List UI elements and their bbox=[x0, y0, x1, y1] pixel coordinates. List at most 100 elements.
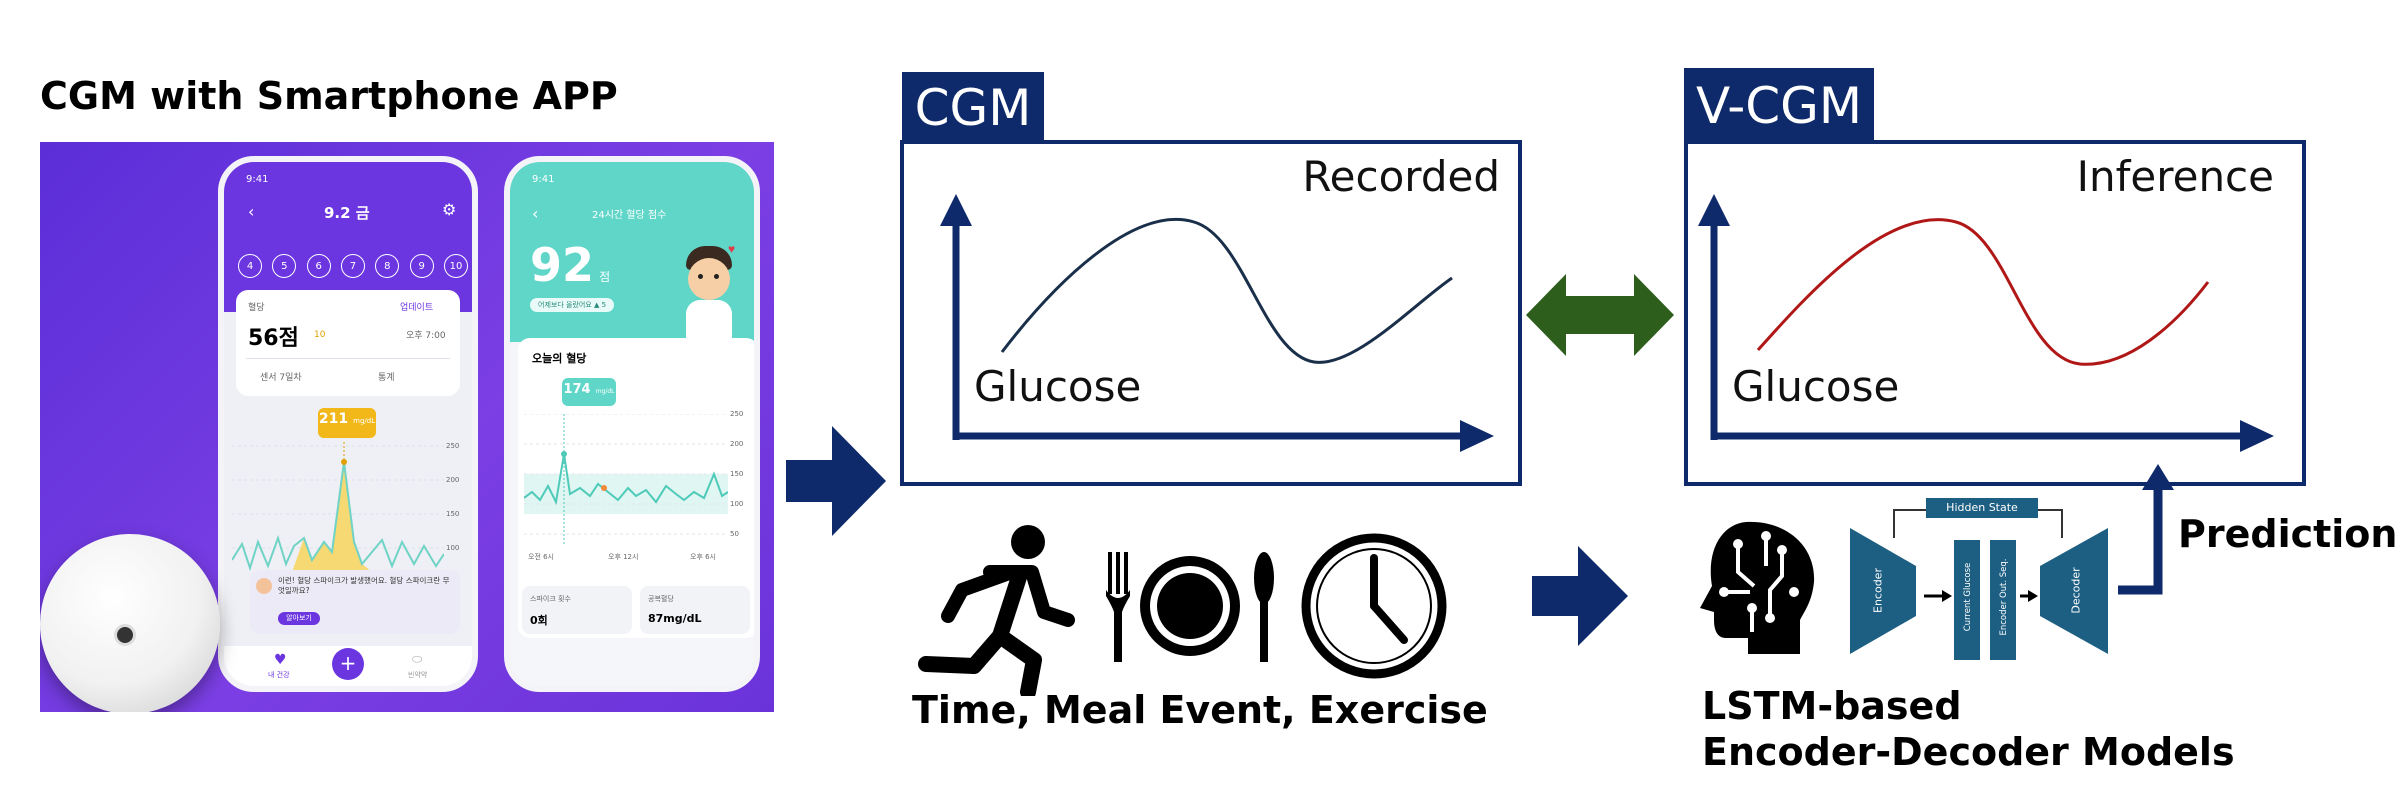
encoder-block bbox=[1850, 528, 1916, 654]
recorded-label: Recorded bbox=[1302, 152, 1500, 201]
today-glucose-card: 오늘의 혈당 174 mg/dL 250 200 150 100 50 bbox=[518, 338, 754, 638]
phone1-back-icon[interactable]: ‹ bbox=[248, 202, 255, 221]
score-badge: 어제보다 올랐어요 ▲ 5 bbox=[530, 298, 615, 312]
day-selector: 4 5 6 7 8 9 10 bbox=[238, 254, 468, 278]
y-tick: 100 bbox=[446, 544, 460, 552]
glucose-mini-chart bbox=[232, 442, 444, 572]
cgm-plot bbox=[940, 194, 1494, 452]
add-button[interactable]: + bbox=[332, 648, 364, 680]
cgm-tab: CGM bbox=[902, 72, 1044, 144]
y-tick: 250 bbox=[446, 442, 460, 450]
recorded-curve bbox=[1000, 218, 1453, 364]
day-item[interactable]: 10 bbox=[443, 254, 468, 278]
vcgm-panel: Inference Glucose bbox=[1684, 140, 2306, 486]
brain-circuit-icon bbox=[1700, 521, 1815, 654]
encoder-label: Encoder bbox=[1871, 568, 1885, 613]
pill-icon[interactable]: ⬭ bbox=[412, 652, 423, 666]
cartoon-avatar: ♥ bbox=[678, 242, 738, 338]
vcgm-tab: V-CGM bbox=[1684, 68, 1874, 144]
clock-icon bbox=[1301, 533, 1447, 679]
phone-1: 9:41 ‹ 9.2 금 ⚙ 4 5 6 7 8 9 10 혈당 업데이트 56… bbox=[218, 156, 478, 692]
inference-curve bbox=[1756, 218, 2210, 366]
phone-2: 9:41 ‹ 24시간 혈당 점수 92 점 어제보다 올랐어요 ▲ 5 ♥ 오… bbox=[504, 156, 760, 692]
avatar bbox=[256, 578, 272, 594]
nav-pill[interactable]: 빈약약 bbox=[408, 671, 428, 679]
stat-value: 87mg/dL bbox=[648, 612, 702, 625]
vcgm-plot bbox=[1698, 194, 2274, 452]
spike-alert-card: 이런! 혈당 스파이크가 발생했어요. 혈당 스파이크란 무엇일까요? 알아보기 bbox=[250, 570, 460, 634]
score-delta: 10 bbox=[314, 330, 326, 340]
day-item[interactable]: 8 bbox=[375, 254, 400, 278]
model-caption-line1: LSTM-based bbox=[1702, 684, 1962, 728]
stat-label: 스파이크 횟수 bbox=[530, 595, 571, 603]
stat-card-fasting: 공복혈당 87mg/dL bbox=[640, 586, 750, 634]
arrow-to-model bbox=[1532, 546, 1628, 646]
glucose-axis-label: Glucose bbox=[974, 362, 1142, 411]
runner-icon bbox=[918, 525, 1075, 696]
nav-home[interactable]: 내 건강 bbox=[268, 671, 290, 679]
stat-value: 0회 bbox=[530, 614, 548, 627]
heart-icon[interactable]: ♥ bbox=[274, 652, 287, 668]
inference-label: Inference bbox=[2076, 152, 2274, 201]
encoder-decoder-diagram: Hidden State Encoder Current Glucose Enc… bbox=[1844, 488, 2124, 678]
x-tick: 오후 6시 bbox=[690, 553, 716, 561]
phone1-time: 9:41 bbox=[246, 174, 269, 185]
reading-unit: mg/dL bbox=[353, 417, 376, 425]
daily-score-value: 92 bbox=[530, 238, 595, 292]
encoder-out-block bbox=[1990, 540, 2016, 660]
section-title: 오늘의 혈당 bbox=[532, 352, 587, 365]
decoder-label: Decoder bbox=[2069, 567, 2083, 614]
day-item[interactable]: 9 bbox=[409, 254, 434, 278]
glucose-card: 혈당 업데이트 56점 10 오후 7:00 센서 7일차 통계 bbox=[236, 290, 460, 396]
alert-text: 이런! 혈당 스파이크가 발생했어요. 혈당 스파이크란 무엇일까요? bbox=[278, 576, 450, 595]
day-item[interactable]: 6 bbox=[306, 254, 331, 278]
day-item[interactable]: 5 bbox=[272, 254, 297, 278]
x-tick: 오후 12시 bbox=[608, 553, 639, 561]
update-link[interactable]: 업데이트 bbox=[400, 303, 434, 313]
daily-score-unit: 점 bbox=[599, 270, 611, 284]
equivalence-double-arrow bbox=[1526, 274, 1674, 356]
stat-label: 공복혈당 bbox=[648, 595, 674, 603]
prediction-arrow bbox=[2118, 464, 2174, 595]
score-time: 오후 7:00 bbox=[406, 331, 446, 341]
prediction-label: Prediction bbox=[2178, 512, 2398, 556]
settings-icon[interactable]: ⚙ bbox=[442, 200, 457, 219]
phone2-header: 24시간 혈당 점수 bbox=[592, 210, 667, 221]
encoder-out-label: Encoder Out. Seq. bbox=[1999, 558, 2009, 636]
card-label: 혈당 bbox=[248, 303, 265, 313]
daily-score: 92 점 bbox=[530, 238, 610, 292]
hidden-state-label: Hidden State bbox=[1926, 498, 2038, 518]
cgm-panel: Recorded Glucose bbox=[900, 140, 1522, 486]
stats-tab[interactable]: 통계 bbox=[378, 373, 395, 383]
heart-icon: ♥ bbox=[728, 242, 736, 256]
phone1-date[interactable]: 9.2 금 bbox=[324, 204, 370, 222]
y-tick: 200 bbox=[446, 476, 460, 484]
daily-glucose-chart bbox=[524, 414, 728, 544]
y-tick: 50 bbox=[730, 530, 739, 538]
y-tick: 200 bbox=[730, 440, 744, 448]
day-item[interactable]: 4 bbox=[238, 254, 262, 278]
model-caption-line2: Encoder-Decoder Models bbox=[1702, 730, 2235, 774]
reading-bubble: 211 mg/dL bbox=[318, 408, 376, 438]
score-value: 56점 bbox=[248, 326, 299, 351]
current-glucose-label: Current Glucose bbox=[1963, 562, 1973, 632]
cgm-sensor-icon bbox=[40, 534, 220, 712]
stat-card-spikes: 스파이크 횟수 0회 bbox=[522, 586, 632, 634]
decoder-block bbox=[2040, 528, 2108, 654]
day-item[interactable]: 7 bbox=[340, 254, 365, 278]
glucose-axis-label: Glucose bbox=[1732, 362, 1900, 411]
phone2-back-icon[interactable]: ‹ bbox=[532, 204, 539, 223]
arrow-to-cgm bbox=[786, 426, 886, 536]
plate-cutlery-icon bbox=[1106, 552, 1274, 662]
y-tick: 150 bbox=[730, 470, 744, 478]
app-photo: 9:41 ‹ 9.2 금 ⚙ 4 5 6 7 8 9 10 혈당 업데이트 56… bbox=[40, 142, 774, 712]
phone2-time: 9:41 bbox=[532, 174, 555, 185]
sensor-tab[interactable]: 센서 7일차 bbox=[260, 373, 302, 383]
reading-value: 174 bbox=[563, 382, 591, 397]
inputs-caption: Time, Meal Event, Exercise bbox=[912, 688, 1488, 732]
current-glucose-block bbox=[1954, 540, 1980, 660]
x-tick: 오전 6시 bbox=[528, 553, 554, 561]
learn-more-button[interactable]: 알아보기 bbox=[278, 612, 320, 625]
y-tick: 100 bbox=[730, 500, 744, 508]
y-tick: 250 bbox=[730, 410, 744, 418]
